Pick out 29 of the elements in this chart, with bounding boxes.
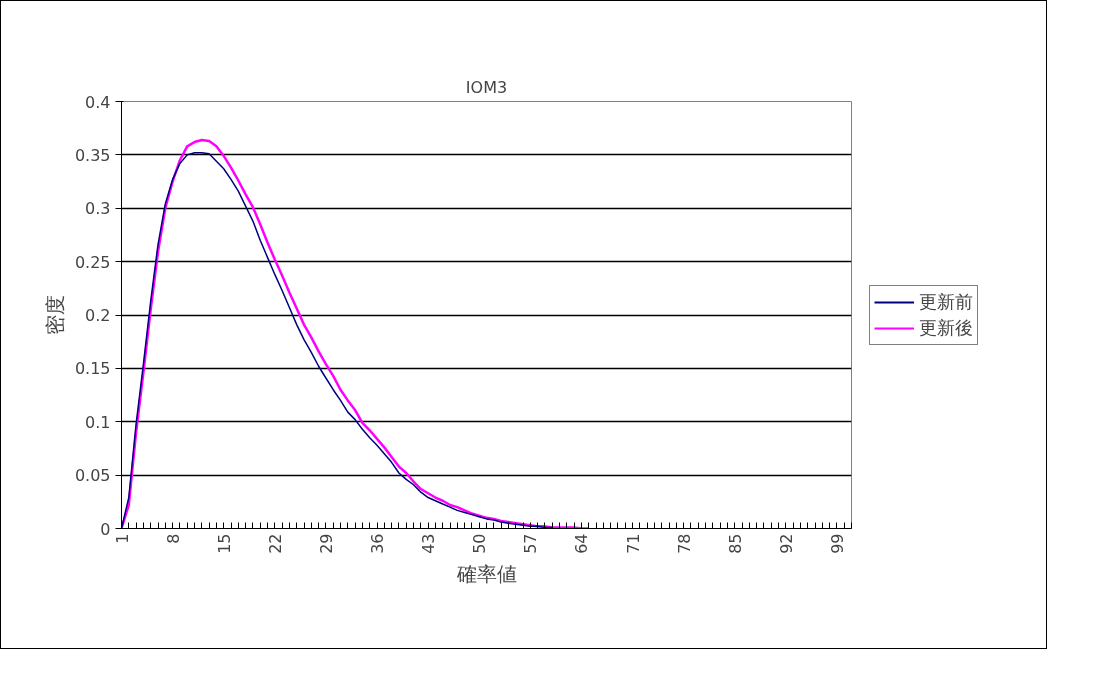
y-tick-label: 0	[100, 519, 111, 539]
chart-title: IOM3	[465, 77, 508, 97]
x-tick-label: 71	[623, 533, 643, 554]
x-tick-label: 22	[265, 533, 285, 554]
y-tick-label: 0.25	[74, 252, 111, 272]
y-tick-label: 0.4	[85, 92, 111, 112]
x-tick-label: 92	[776, 533, 796, 554]
x-tick-label: 85	[725, 533, 745, 554]
y-tick-label: 0.15	[74, 359, 111, 379]
x-tick-label: 1	[112, 533, 132, 544]
x-tick-label: 64	[572, 533, 592, 554]
legend-label: 更新前	[919, 289, 973, 314]
x-tick-label: 43	[419, 533, 439, 554]
x-tick-label: 99	[827, 533, 847, 554]
y-axis-title: 密度	[42, 295, 67, 335]
y-tick-label: 0.35	[74, 145, 111, 165]
x-tick-label: 8	[163, 533, 183, 544]
y-tick-label: 0.1	[85, 412, 111, 432]
legend-label: 更新後	[919, 315, 973, 340]
y-tick-label: 0.05	[74, 466, 111, 486]
x-tick-label: 36	[368, 533, 387, 554]
x-tick-label: 57	[521, 533, 541, 554]
x-tick-label: 50	[470, 533, 490, 554]
y-tick-label: 0.3	[85, 199, 111, 219]
x-tick-label: 29	[316, 533, 336, 554]
y-tick-label: 0.2	[85, 306, 111, 325]
x-tick-label: 15	[214, 533, 234, 554]
x-axis-title: 確率値	[455, 561, 517, 586]
x-tick-label: 78	[674, 533, 694, 554]
